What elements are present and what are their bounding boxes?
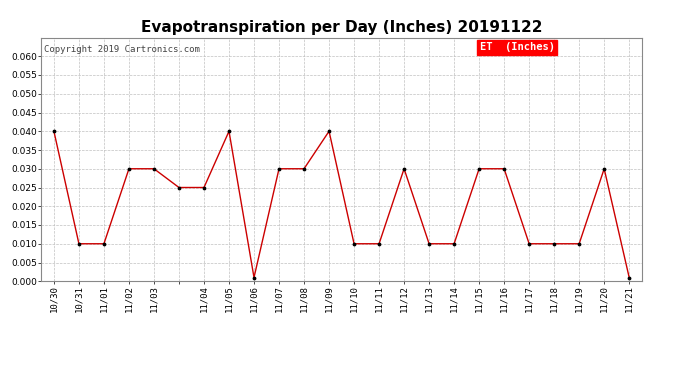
Text: Copyright 2019 Cartronics.com: Copyright 2019 Cartronics.com [44,45,200,54]
Title: Evapotranspiration per Day (Inches) 20191122: Evapotranspiration per Day (Inches) 2019… [141,20,542,35]
Text: ET  (Inches): ET (Inches) [480,42,555,52]
